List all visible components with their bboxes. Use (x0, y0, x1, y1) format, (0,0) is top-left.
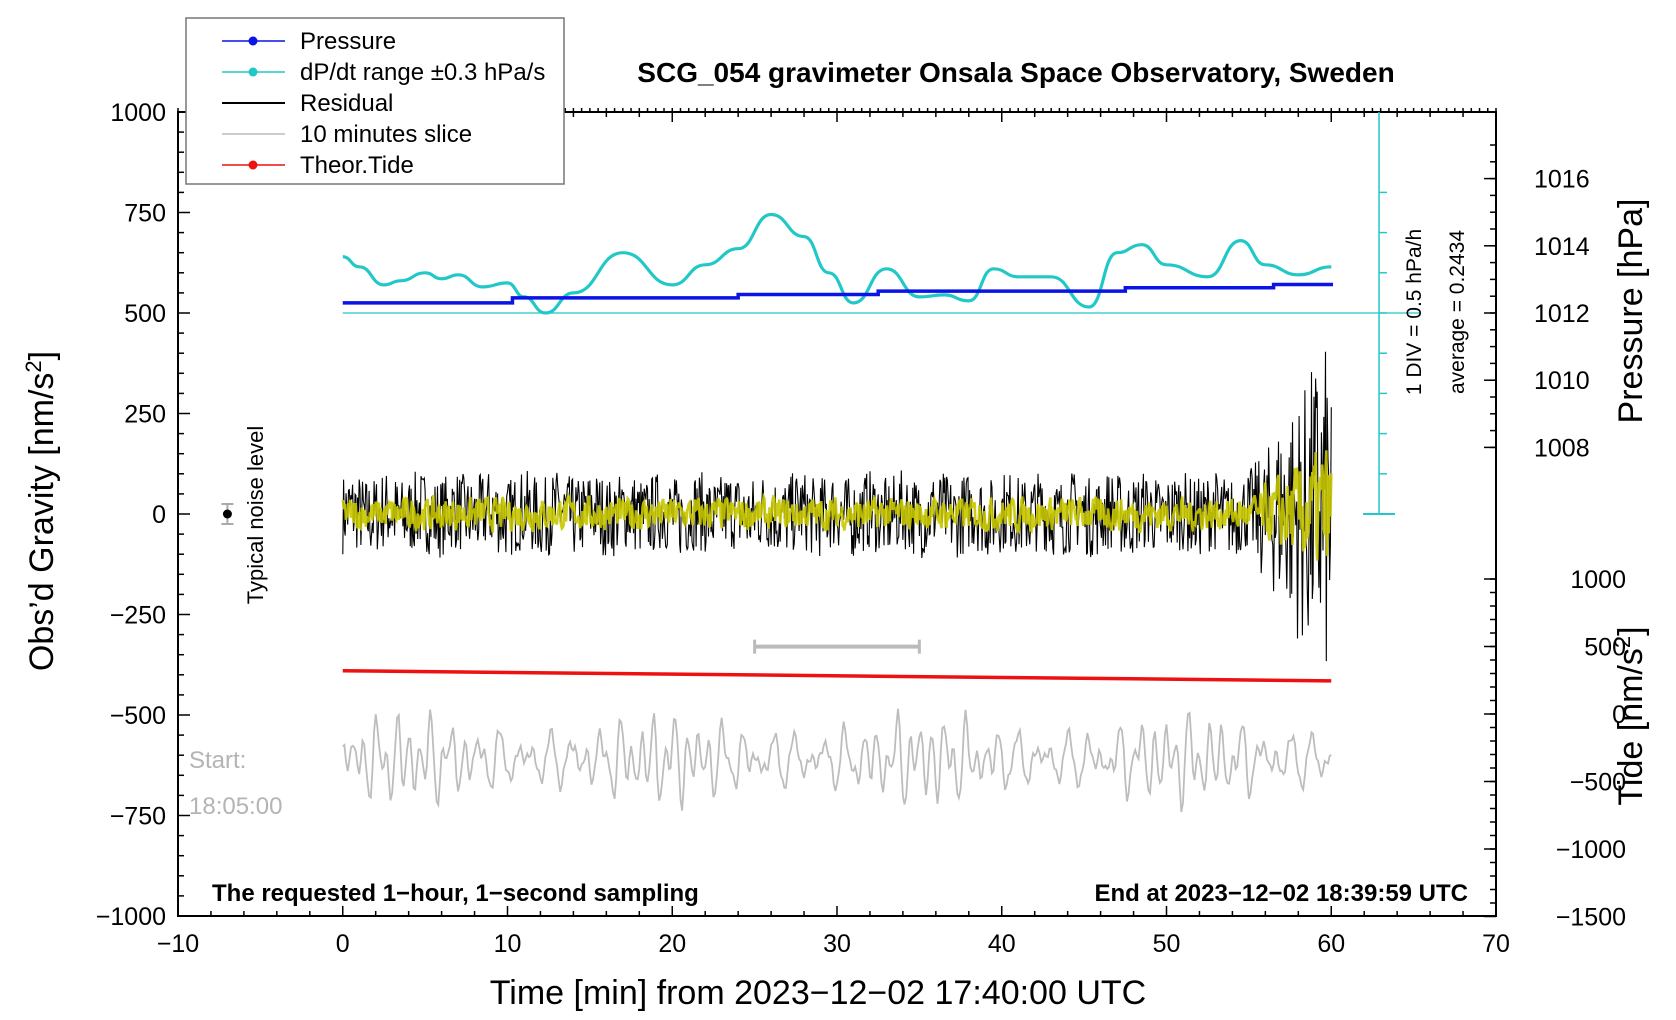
legend-label-dpdt: dP/dt range ±0.3 hPa/s (300, 59, 545, 86)
legend-swatch-dot (248, 36, 258, 46)
noise-level-label: Typical noise level (243, 426, 268, 605)
pressure-tick-label: 1016 (1534, 166, 1590, 194)
pressure-tick-label: 1010 (1534, 367, 1590, 395)
y-tick-label: −500 (110, 702, 166, 730)
legend-swatch-dot (248, 160, 258, 170)
legend-box (185, 17, 565, 185)
dpdt-line (342, 212, 1332, 315)
legend-label-pressure: Pressure (300, 28, 396, 55)
y-axis-label-left-sup: 2 (21, 360, 46, 372)
slice-line (342, 708, 1332, 813)
x-tick-label: 0 (336, 930, 350, 958)
y-axis-label-tide-end: ] (1612, 626, 1650, 635)
x-tick-label: 20 (658, 930, 686, 958)
y-axis-label-tide: Tide [nm/s2] (1610, 626, 1650, 805)
start-time: 18:05:00 (189, 793, 282, 820)
div-annotation: 1 DIV = 0.5 hPa/h (1403, 229, 1426, 395)
end-time-note: End at 2023−12−02 18:39:59 UTC (1094, 880, 1468, 907)
y-axis-label-pressure: Pressure [hPa] (1612, 199, 1650, 424)
x-tick-label: 30 (823, 930, 851, 958)
pressure-line (342, 282, 1333, 305)
x-tick-label: 10 (494, 930, 522, 958)
y-axis-label-tide-main: Tide [nm/s (1612, 648, 1650, 805)
y-tick-label: 750 (124, 200, 166, 228)
start-label: Start: (189, 747, 246, 774)
pressure-tick-label: 1014 (1534, 233, 1590, 261)
legend: Pressure dP/dt range ±0.3 hPa/s Residual… (185, 17, 565, 185)
tide-tick-label: −500 (1570, 769, 1626, 797)
average-annotation: average = 0.2434 (1446, 230, 1469, 394)
chart-title: SCG_054 gravimeter Onsala Space Observat… (637, 57, 1394, 88)
y-tick-label: 500 (124, 300, 166, 328)
legend-label-residual: Residual (300, 90, 393, 117)
x-tick-label: −10 (157, 930, 199, 958)
y-axis-label-tide-sup: 2 (1610, 636, 1635, 648)
legend-label-slice: 10 minutes slice (300, 121, 472, 148)
y-axis-label-left-main: Obs’d Gravity [nm/s (23, 373, 61, 672)
noise-point (222, 509, 232, 519)
tide-tick-label: 1000 (1570, 566, 1626, 594)
x-axis-label: Time [min] from 2023−12−02 17:40:00 UTC (490, 974, 1146, 1012)
y-tick-label: −1000 (96, 903, 166, 931)
tide-tick-label: 0 (1612, 701, 1626, 729)
residual-smoothed-line (341, 450, 1333, 561)
y-tick-label: −750 (110, 803, 166, 831)
x-tick-label: 40 (988, 930, 1016, 958)
y-tick-label: 1000 (110, 99, 166, 127)
y-axis-label-left: Obs’d Gravity [nm/s2] (21, 351, 61, 671)
y-axis-label-left-end: ] (23, 351, 61, 360)
legend-swatch-dot (248, 67, 258, 77)
tide-tick-label: 500 (1584, 634, 1626, 662)
x-tick-label: 60 (1317, 930, 1345, 958)
tide-tick-label: −1000 (1556, 836, 1626, 864)
y-tick-label: 250 (124, 401, 166, 429)
pressure-tick-label: 1012 (1534, 300, 1590, 328)
x-tick-label: 50 (1153, 930, 1181, 958)
tide-line (342, 669, 1332, 683)
x-tick-label: 70 (1482, 930, 1510, 958)
tide-tick-label: −1500 (1556, 904, 1626, 932)
pressure-tick-label: 1008 (1534, 434, 1590, 462)
series-layer (221, 112, 1421, 813)
y-tick-label: 0 (152, 501, 166, 529)
legend-label-tide: Theor.Tide (300, 152, 414, 179)
y-tick-label: −250 (110, 602, 166, 630)
sampling-note: The requested 1−hour, 1−second sampling (212, 880, 699, 907)
